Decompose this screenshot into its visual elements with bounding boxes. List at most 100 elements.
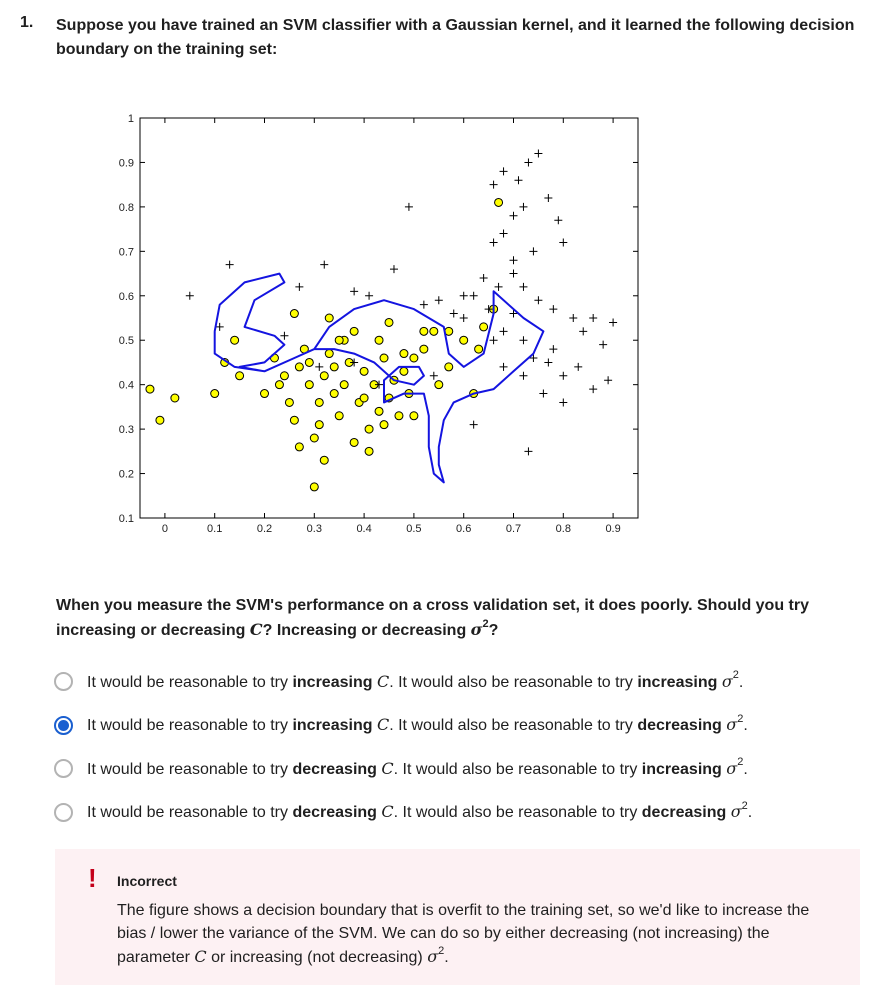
x-tick-label: 0.3 [307,523,322,535]
data-point-plus [519,371,528,380]
feedback-title: Incorrect [117,873,177,889]
data-point-plus [499,167,508,176]
feedback-text: The figure shows a decision boundary tha… [117,902,810,966]
data-point-circle [374,406,384,416]
radio-button[interactable] [54,759,73,779]
data-point-circle [364,424,374,434]
data-point-circle [374,335,384,345]
y-tick-label: 0.4 [119,380,134,392]
option-1[interactable]: It would be reasonable to try increasing… [54,660,854,704]
data-point-circle [279,371,289,381]
y-tick-label: 0.3 [119,424,134,436]
option-3[interactable]: It would be reasonable to try decreasing… [54,747,854,791]
data-point-plus [519,282,528,291]
data-point-plus [280,331,289,340]
x-tick-label: 0.2 [257,523,272,535]
data-point-plus [534,149,543,158]
data-point-plus [569,314,578,322]
data-point-circle [235,371,245,381]
y-tick-label: 0.6 [119,291,134,303]
data-point-plus [559,398,568,407]
data-point-plus [499,229,508,238]
x-tick-label: 0.9 [605,523,620,535]
data-point-plus [185,291,194,300]
y-tick-label: 0.7 [119,246,134,258]
y-tick-label: 0.5 [119,335,134,347]
data-point-plus [215,322,224,331]
data-point-circle [379,420,389,430]
x-tick-label: 0.6 [456,523,471,535]
data-point-circle [474,344,484,354]
data-point-plus [509,211,518,220]
data-point-circle [230,335,240,345]
data-point-circle [309,433,319,443]
option-2[interactable]: It would be reasonable to try increasing… [54,704,854,748]
question-number: 1. [20,14,34,31]
data-point-circle [434,380,444,390]
data-point-plus [449,309,458,318]
data-point-circle [409,411,419,421]
data-point-circle [294,362,304,372]
data-point-circle [359,366,369,376]
data-point-circle [170,393,180,403]
data-point-plus [469,291,478,300]
x-tick-label: 0.7 [506,523,521,535]
data-point-circle [339,380,349,390]
question-prompt: When you measure the SVM's performance o… [56,597,809,639]
data-point-plus [519,202,528,211]
data-point-circle [429,326,439,336]
data-point-plus [459,291,468,300]
data-point-circle [260,389,269,399]
data-point-plus [544,194,553,202]
data-point-plus [434,296,443,305]
data-point-plus [524,158,533,167]
data-point-circle [304,380,314,390]
x-tick-label: 0 [162,523,168,535]
data-point-plus [225,260,234,269]
data-point-plus [295,282,304,291]
data-point-plus [389,265,398,274]
option-label: It would be reasonable to try decreasing… [87,799,753,822]
decision-boundary-line [213,272,545,484]
data-point-plus [494,282,503,291]
radio-button[interactable] [54,715,73,735]
data-point-plus [604,376,613,385]
y-tick-label: 0.9 [119,157,134,169]
option-4[interactable]: It would be reasonable to try decreasing… [54,791,854,835]
svm-decision-boundary-plot: 0 0.1 0.2 0.3 0.4 0.5 0.6 0.7 0.8 0.9 0.1 0.2 0.3 0.4… [119,113,639,535]
data-point-plus [574,362,583,371]
data-point-plus [539,389,548,398]
y-tick-label: 0.8 [119,202,134,214]
x-tick-label: 0.1 [207,523,222,535]
y-tick-label: 0.2 [119,469,134,481]
data-point-plus [589,385,598,394]
data-point-circle [155,415,165,425]
radio-button[interactable] [54,802,73,822]
data-point-plus [489,238,498,247]
data-point-circle [359,393,369,403]
data-point-plus [549,345,558,354]
data-point-plus [509,256,518,265]
data-point-circle [384,317,394,327]
data-point-plus [524,447,533,456]
data-point-plus [509,309,518,318]
data-point-plus [609,318,618,327]
radio-button[interactable] [54,672,73,692]
x-tick-label: 0.4 [356,523,371,535]
data-point-circle [364,446,374,456]
option-label: It would be reasonable to try increasing… [87,669,744,691]
data-point-circle [419,326,429,336]
data-point-circle [409,353,419,363]
y-tick-label: 1 [128,113,134,125]
data-point-plus [404,202,413,211]
data-point-circle [145,384,155,394]
data-point-circle [399,349,409,359]
data-point-plus [375,380,384,389]
question-title: Suppose you have trained an SVM classifi… [56,17,855,58]
data-point-circle [334,335,344,345]
data-point-plus [499,362,508,371]
x-tick-label: 0.8 [556,523,571,535]
data-point-circle [324,349,334,359]
data-point-circle [459,335,469,345]
option-label: It would be reasonable to try increasing… [87,712,748,735]
